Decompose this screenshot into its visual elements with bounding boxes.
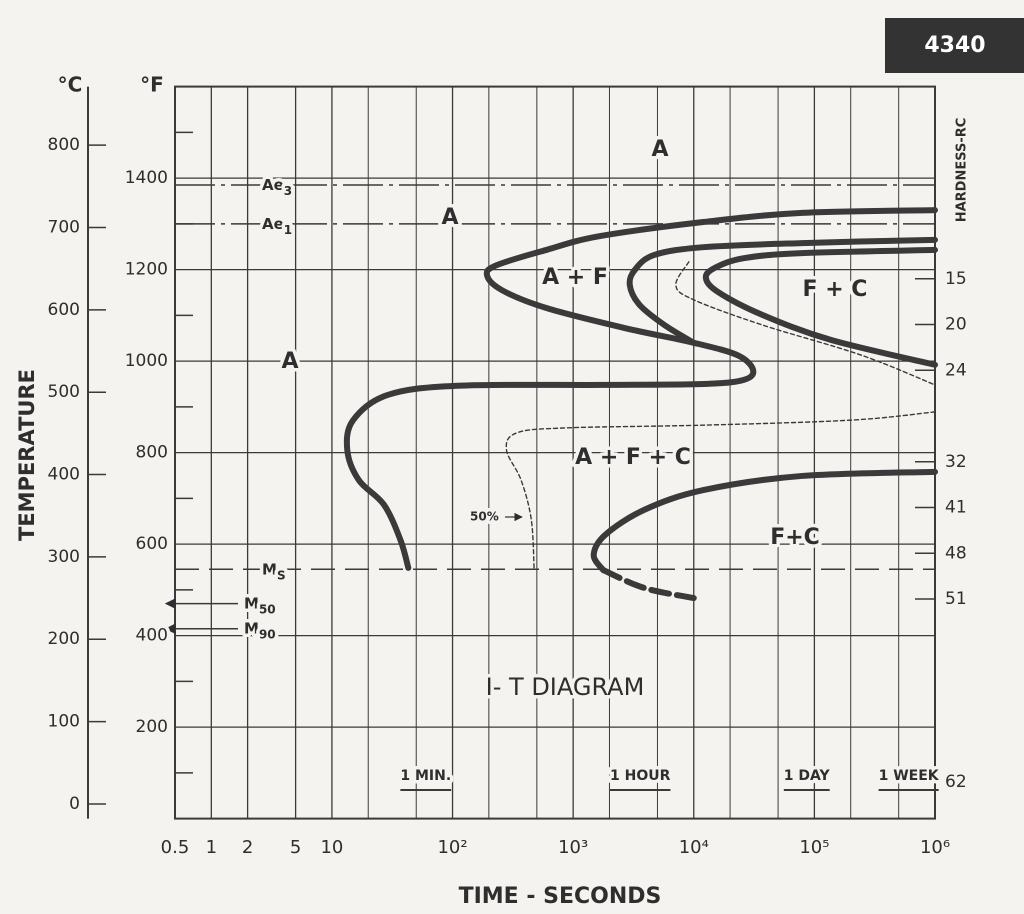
x-tick-label: 5 bbox=[290, 837, 301, 858]
critical-symbol: Ae bbox=[262, 214, 284, 232]
region-label: F+C bbox=[770, 525, 820, 550]
badge: 4340 bbox=[924, 33, 985, 58]
y2-tick-label: 600 bbox=[48, 300, 80, 320]
transformation-curve bbox=[626, 236, 938, 346]
critical-subscript: S bbox=[277, 568, 286, 582]
y2-tick-label: 500 bbox=[48, 382, 80, 402]
y2-tick-label: 0 bbox=[69, 794, 80, 814]
critical-label: Ae1 bbox=[262, 214, 292, 236]
x-axis-title: TIME - SECONDS bbox=[459, 884, 662, 909]
critical-symbol: M bbox=[244, 594, 259, 612]
critical-subscript: 50 bbox=[259, 602, 276, 616]
region-label: A + F bbox=[542, 265, 608, 290]
critical-symbol: M bbox=[244, 619, 259, 637]
region-label: A bbox=[651, 137, 668, 162]
hardness-label: 15 bbox=[945, 269, 967, 289]
critical-symbol: Ae bbox=[262, 175, 284, 193]
transformation-curve bbox=[590, 468, 938, 574]
x-tick-label: 0.5 bbox=[161, 837, 190, 858]
y2-tick-label: 100 bbox=[48, 712, 80, 732]
y2-tick-label: 400 bbox=[48, 465, 80, 485]
region-label: A + F + C bbox=[575, 445, 691, 470]
y-axis-title: TEMPERATURE bbox=[15, 369, 39, 541]
hardness-label: 20 bbox=[945, 315, 967, 335]
y2-unit: °C bbox=[58, 73, 83, 97]
x-tick-label: 1 bbox=[206, 837, 217, 858]
critical-symbol: M bbox=[262, 560, 277, 578]
y2-tick-label: 200 bbox=[48, 629, 80, 649]
x-tick-label: 2 bbox=[242, 837, 253, 858]
hardness-label: 32 bbox=[945, 452, 967, 472]
region-label: A bbox=[441, 205, 458, 230]
hardness-label: 24 bbox=[945, 360, 967, 380]
hardness-label: 51 bbox=[945, 589, 967, 609]
critical-subscript: 3 bbox=[284, 183, 292, 197]
y-tick-label: 1200 bbox=[125, 260, 168, 280]
x-tick-label: 10⁵ bbox=[799, 837, 829, 858]
y-tick-label: 600 bbox=[136, 534, 168, 554]
chart-title: I- T DIAGRAM bbox=[486, 673, 645, 701]
transformation-curve bbox=[675, 261, 936, 386]
x-tick-label: 10³ bbox=[558, 837, 588, 858]
y-tick-label: 800 bbox=[136, 443, 168, 463]
time-marker: 1 WEEK bbox=[879, 768, 940, 784]
y2-tick-label: 700 bbox=[48, 217, 80, 237]
x-tick-label: 10⁴ bbox=[679, 837, 709, 858]
badge-box bbox=[885, 18, 1024, 73]
time-marker: 1 MIN. bbox=[400, 768, 451, 784]
critical-label: MS bbox=[262, 560, 286, 582]
grid bbox=[87, 85, 936, 820]
critical-subscript: 1 bbox=[284, 222, 292, 236]
x-tick-label: 10 bbox=[320, 837, 343, 858]
critical-label: M90 bbox=[244, 619, 276, 641]
time-marker: 1 DAY bbox=[784, 768, 831, 784]
critical-subscript: 90 bbox=[259, 627, 276, 641]
transformation-curve bbox=[702, 246, 938, 368]
hardness-title: HARDNESS-RC bbox=[955, 118, 970, 223]
transformation-curve bbox=[600, 567, 697, 602]
x-tick-label: 10⁶ bbox=[920, 837, 950, 858]
labels: 0.5 1 2 5 10 10² 10³ 10⁴ 10⁵ 10⁶20040060080010001… bbox=[48, 134, 967, 859]
y-tick-label: 400 bbox=[136, 626, 168, 646]
region-label: A bbox=[281, 349, 298, 374]
y2-tick-label: 300 bbox=[48, 547, 80, 567]
y-tick-label: 200 bbox=[136, 717, 168, 737]
y-tick-label: 1400 bbox=[125, 168, 168, 188]
transformation-curve bbox=[505, 411, 936, 571]
critical-label: Ae3 bbox=[262, 175, 292, 197]
hardness-label: 62 bbox=[945, 772, 967, 792]
region-label: F + C bbox=[803, 277, 868, 302]
critical-label: M50 bbox=[244, 594, 276, 616]
y-tick-label: 1000 bbox=[125, 351, 168, 371]
y2-tick-label: 800 bbox=[48, 135, 80, 155]
transformation-curve bbox=[343, 207, 938, 571]
hardness-label: 41 bbox=[945, 498, 967, 518]
time-marker: 1 HOUR bbox=[610, 768, 671, 784]
hardness-label: 48 bbox=[945, 543, 967, 563]
y-unit: °F bbox=[140, 73, 164, 97]
x-tick-label: 10² bbox=[437, 837, 467, 858]
curves bbox=[343, 207, 938, 602]
curve-note: 50% bbox=[470, 510, 499, 524]
